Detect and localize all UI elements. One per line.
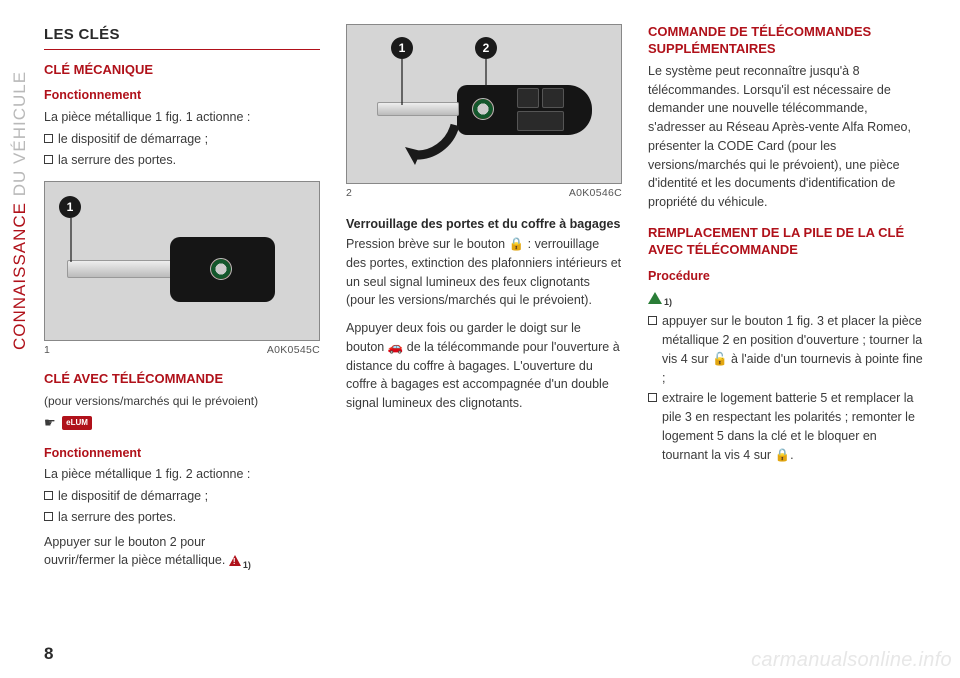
figure-2: 1 2 <box>346 24 622 202</box>
callout-2: 2 <box>475 37 497 59</box>
rotate-arrow-icon <box>405 121 465 167</box>
page-number: 8 <box>44 644 53 664</box>
callout-1: 1 <box>59 196 81 218</box>
heading-cle-telecommande: CLÉ AVEC TÉLÉCOMMANDE <box>44 371 320 388</box>
bullet-text: la serrure des portes. <box>58 508 176 527</box>
bullet-4: la serrure des portes. <box>44 508 320 527</box>
bullet-text: le dispositif de démarrage ; <box>58 487 208 506</box>
column-2: 1 2 <box>346 24 622 654</box>
heading-commande-supp: COMMANDE DE TÉLÉCOMMANDES SUPPLÉMENTAIRE… <box>648 24 924 58</box>
heading-cle-mecanique: CLÉ MÉCANIQUE <box>44 62 320 79</box>
square-bullet-icon <box>648 393 657 402</box>
remote-button-shape <box>517 88 539 108</box>
text-sub: (pour versions/marchés qui le prévoient) <box>44 392 320 410</box>
sidebar-red: CONNAISSANCE <box>10 202 29 350</box>
text-col2-p1: Pression brève sur le bouton 🔒 : verroui… <box>346 235 622 310</box>
text-p3a: Appuyer sur le bouton 2 pour <box>44 535 205 549</box>
callout-1: 1 <box>391 37 413 59</box>
fig-code: A0K0546C <box>569 186 622 202</box>
page-content: LES CLÉS CLÉ MÉCANIQUE Fonctionnement La… <box>44 24 924 654</box>
hand-pointer-icon: ☚ <box>44 413 56 433</box>
warning-triangle-icon <box>229 555 241 566</box>
heading-fonctionnement-1: Fonctionnement <box>44 86 320 105</box>
text-p1: La pièce métallique 1 fig. 1 actionne : <box>44 108 320 127</box>
heading-verrouillage: Verrouillage des portes et du coffre à b… <box>346 216 622 232</box>
text-col3-p1: Le système peut reconnaître jusqu'à 8 té… <box>648 62 924 212</box>
green-ref-row: 1) <box>648 288 924 309</box>
square-bullet-icon <box>648 316 657 325</box>
callout-line <box>485 59 487 87</box>
bullet-col3-2: extraire le logement batterie 5 et rempl… <box>648 389 924 464</box>
square-bullet-icon <box>44 512 53 521</box>
text-col2-p2: Appuyer deux fois ou garder le doigt sur… <box>346 319 622 413</box>
green-ref: 1) <box>664 297 672 307</box>
eco-triangle-icon <box>648 292 662 304</box>
heading-fonctionnement-2: Fonctionnement <box>44 444 320 463</box>
text-p2: La pièce métallique 1 fig. 2 actionne : <box>44 465 320 484</box>
bullet-1: le dispositif de démarrage ; <box>44 130 320 149</box>
bullet-3: le dispositif de démarrage ; <box>44 487 320 506</box>
columns: LES CLÉS CLÉ MÉCANIQUE Fonctionnement La… <box>44 24 924 654</box>
remote-button-shape <box>542 88 564 108</box>
column-1: LES CLÉS CLÉ MÉCANIQUE Fonctionnement La… <box>44 24 320 654</box>
square-bullet-icon <box>44 134 53 143</box>
heading-procedure: Procédure <box>648 267 924 286</box>
bullet-text: extraire le logement batterie 5 et rempl… <box>662 389 924 464</box>
key-blade-shape <box>377 102 459 116</box>
column-3: COMMANDE DE TÉLÉCOMMANDES SUPPLÉMENTAIRE… <box>648 24 924 654</box>
text-p3: Appuyer sur le bouton 2 pour ouvrir/ferm… <box>44 533 320 573</box>
text-p3b: ouvrir/fermer la pièce métallique. <box>44 553 225 567</box>
figure-2-image: 1 2 <box>346 24 622 184</box>
key-blade-shape <box>67 260 177 278</box>
heading-remplacement-pile: REMPLACEMENT DE LA PILE DE LA CLÉ AVEC T… <box>648 225 924 259</box>
sidebar-gray: DU VÉHICULE <box>10 71 29 202</box>
watermark: carmanualsonline.info <box>751 649 952 672</box>
bullet-text: la serrure des portes. <box>58 151 176 170</box>
fig-num: 2 <box>346 186 352 202</box>
heading-les-cles: LES CLÉS <box>44 24 320 50</box>
bullet-2: la serrure des portes. <box>44 151 320 170</box>
fig-code: A0K0545C <box>267 343 320 359</box>
callout-line <box>67 218 85 262</box>
fig-num: 1 <box>44 343 50 359</box>
elum-row: ☚ eLUM <box>44 413 320 433</box>
square-bullet-icon <box>44 155 53 164</box>
alfa-logo-icon <box>472 98 494 120</box>
square-bullet-icon <box>44 491 53 500</box>
figure-2-caption: 2 A0K0546C <box>346 186 622 202</box>
bullet-text: le dispositif de démarrage ; <box>58 130 208 149</box>
callout-line <box>401 59 403 105</box>
section-sidebar-label: CONNAISSANCE DU VÉHICULE <box>10 71 30 350</box>
bullet-text: appuyer sur le bouton 1 fig. 3 et placer… <box>662 312 924 387</box>
warn-ref: 1) <box>243 560 251 570</box>
remote-button-shape <box>517 111 564 131</box>
figure-1: 1 1 A0K0545C <box>44 181 320 359</box>
bullet-col3-1: appuyer sur le bouton 1 fig. 3 et placer… <box>648 312 924 387</box>
elum-badge: eLUM <box>62 416 92 430</box>
figure-1-caption: 1 A0K0545C <box>44 343 320 359</box>
figure-1-image: 1 <box>44 181 320 341</box>
